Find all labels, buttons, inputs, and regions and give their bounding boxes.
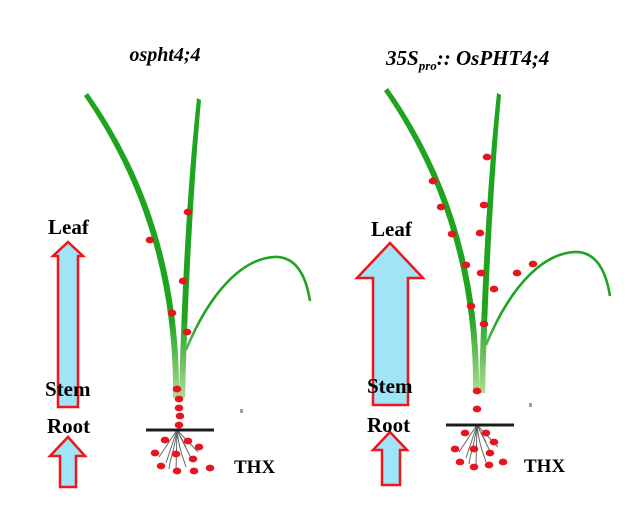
thx-dot-root [183,437,193,445]
thx-dot-leaf [178,277,188,285]
stray-mark [240,409,243,413]
thx-dot-leaf [182,328,192,336]
thx-dot-leaf [428,177,438,185]
thx-dot-leaf [145,236,155,244]
thx-dot-leaf [479,320,489,328]
panel-title-mutant: ospht4;4 [120,44,210,67]
stem-to-leaf-arrow-weak [49,240,87,409]
gene-text: :: OsPHT4;4 [436,46,550,70]
thx-dot-root [205,464,215,472]
stray-mark [529,403,532,407]
thx-dot-leaf [489,285,499,293]
thx-dot-leaf [436,203,446,211]
thx-dot-root [450,445,460,453]
thx-dot-leaf [475,229,485,237]
thx-dot-leaf [167,309,177,317]
panel-title-overexpression: 35Spro:: OsPHT4;4 [386,46,549,74]
thx-dot-leaf [447,230,457,238]
thx-dot-leaf [528,260,538,268]
stem-label-left: Stem [45,377,91,401]
thx-dot-root [189,467,199,475]
thx-dot-stem [472,405,482,413]
root-label-left: Root [47,414,91,438]
stem-to-leaf-arrow-strong [354,241,426,407]
thx-dot-stem [175,412,185,420]
thx-dot-leaf [466,302,476,310]
thx-dot-root [484,461,494,469]
thx-dot-leaf [482,153,492,161]
thx-dot-root [150,449,160,457]
thx-dot-root [171,450,181,458]
thx-dot-root [194,443,204,451]
thx-dot-leaf [461,261,471,269]
plant-mutant [82,91,312,473]
thx-dot-root [160,436,170,444]
thx-dot-stem [172,385,182,393]
root-to-stem-arrow-left [47,435,88,489]
promoter-text: 35S [386,46,419,70]
panel-title-mutant-text: ospht4;4 [129,44,201,66]
thx-dot-root [498,458,508,466]
thx-dots-layer [145,153,538,475]
promoter-subscript: pro [418,58,437,73]
thx-dot-root [481,429,491,437]
thx-dot-root [460,429,470,437]
thx-dot-root [469,463,479,471]
thx-dot-leaf [476,269,486,277]
thx-dot-stem [174,395,184,403]
thx-dot-stem [174,404,184,412]
thx-label-left: THX [234,457,276,478]
thx-label-right: THX [524,456,566,477]
thx-dot-root [489,438,499,446]
thx-dot-leaf [479,201,489,209]
thx-dot-root [156,462,166,470]
thx-dot-root [469,445,479,453]
thx-dot-root [455,458,465,466]
root-label-right: Root [367,413,411,437]
thx-dot-stem [472,387,482,395]
leaf-label-right: Leaf [371,217,412,241]
thx-dot-root [485,449,495,457]
stem-label-right: Stem [367,374,413,398]
leaf-label-left: Leaf [48,215,89,239]
thx-dot-root [188,455,198,463]
root-to-stem-arrow-right [370,430,410,487]
thx-dot-leaf [183,208,193,216]
thx-dot-stem [174,421,184,429]
thx-dot-root [172,467,182,475]
thx-dot-leaf [512,269,522,277]
